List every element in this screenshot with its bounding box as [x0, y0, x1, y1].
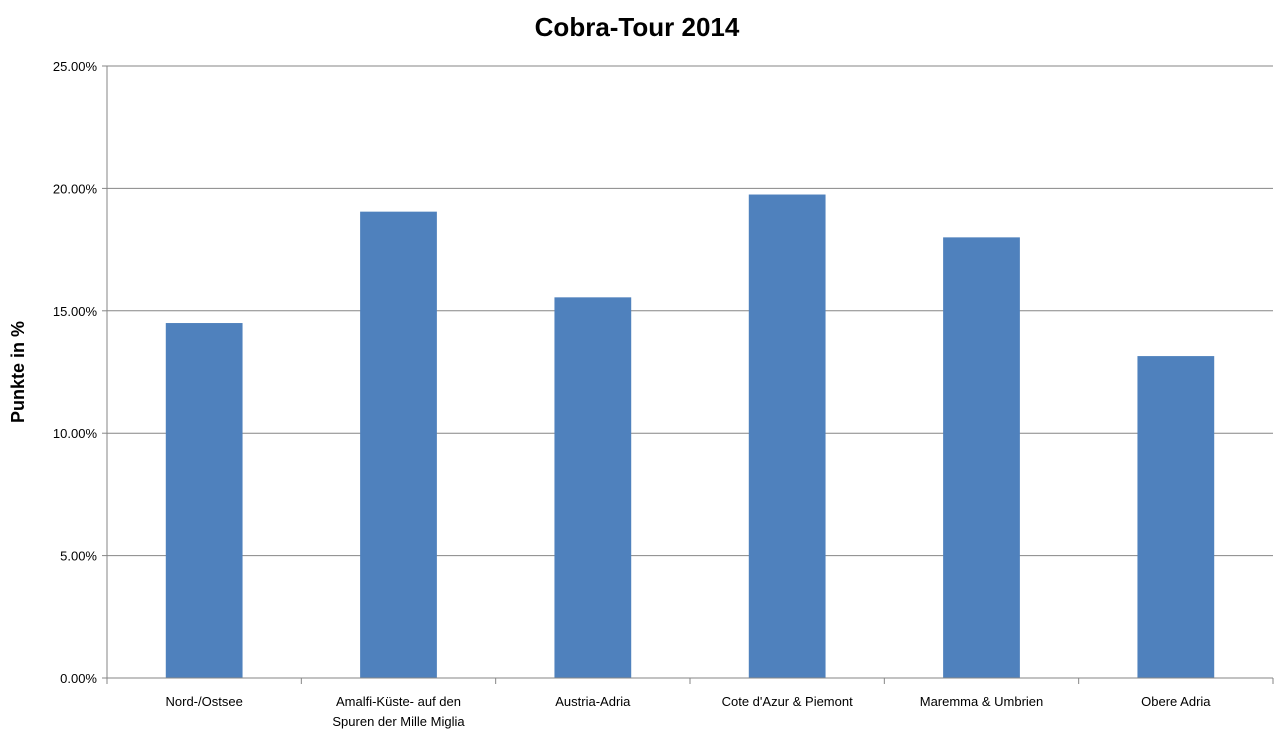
bar — [554, 297, 632, 678]
x-tick-label: Obere Adria — [1141, 694, 1211, 709]
y-tick-label: 15.00% — [53, 304, 98, 319]
bar — [165, 323, 243, 678]
x-tick-label-line: Cote d'Azur & Piemont — [722, 694, 853, 709]
y-tick-label: 5.00% — [60, 549, 97, 564]
x-tick-label-line: Austria-Adria — [555, 694, 631, 709]
x-tick-label: Austria-Adria — [555, 694, 631, 709]
y-axis-label: Punkte in % — [8, 321, 28, 423]
x-tick-label: Cote d'Azur & Piemont — [722, 694, 853, 709]
y-tick-label: 25.00% — [53, 59, 98, 74]
axes — [102, 65, 1274, 684]
y-tick-label: 10.00% — [53, 426, 98, 441]
x-tick-label-line: Obere Adria — [1141, 694, 1211, 709]
chart-title: Cobra-Tour 2014 — [535, 12, 740, 42]
bar — [1137, 356, 1215, 678]
x-tick-label: Amalfi-Küste- auf den Spuren der Mille Mi… — [332, 694, 465, 729]
bar — [748, 194, 826, 678]
bar — [943, 237, 1020, 679]
x-tick-label: Nord-/Ostsee — [166, 694, 243, 709]
y-tick-label: 20.00% — [53, 181, 98, 196]
bar — [360, 211, 437, 678]
x-tick-label: Maremma & Umbrien — [920, 694, 1044, 709]
bars — [165, 194, 1215, 679]
x-tick-label-line: Nord-/Ostsee — [166, 694, 243, 709]
y-tick-label: 0.00% — [60, 671, 97, 686]
y-axis-ticks: 0.00% 5.00% 10.00% 15.00% 20.00% 25.00% — [53, 59, 98, 686]
x-tick-label-line: Spuren der Mille Miglia — [332, 714, 465, 729]
gridlines — [107, 65, 1273, 557]
x-tick-label-line: Maremma & Umbrien — [920, 694, 1044, 709]
x-axis-ticks: Nord-/Ostsee Amalfi-Küste- auf den Spuren … — [166, 694, 1212, 729]
x-tick-label-line: Amalfi-Küste- auf den — [336, 694, 461, 709]
